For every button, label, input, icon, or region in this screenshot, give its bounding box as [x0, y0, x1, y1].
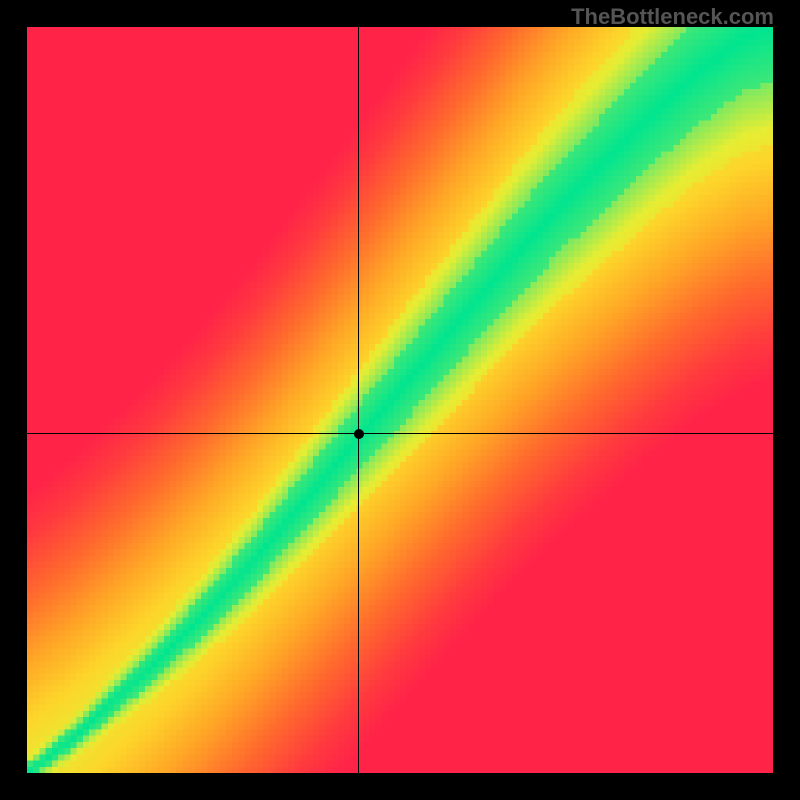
chart-container: TheBottleneck.com	[0, 0, 800, 800]
crosshair-vertical	[358, 27, 359, 773]
crosshair-horizontal	[27, 433, 773, 434]
bottleneck-heatmap	[27, 27, 773, 773]
watermark-text: TheBottleneck.com	[571, 4, 774, 30]
crosshair-point	[354, 429, 364, 439]
